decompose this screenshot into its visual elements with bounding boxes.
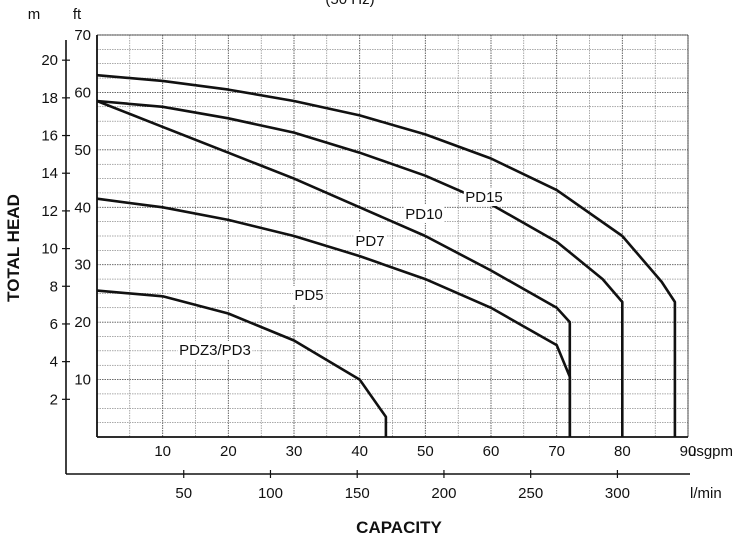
ft-tick-label: 20	[74, 314, 91, 331]
m-tick-label: 12	[41, 203, 58, 220]
usgpm-tick-label: 60	[483, 443, 500, 460]
usgpm-tick-label: 50	[417, 443, 434, 460]
curve-label-pd5: PD5	[294, 287, 323, 304]
unit-usgpm: usgpm	[688, 443, 733, 460]
usgpm-tick-label: 40	[351, 443, 368, 460]
curve-pd5	[96, 197, 572, 437]
curve-label-pd10: PD10	[405, 206, 443, 223]
curve-pd7	[96, 99, 572, 437]
curve-pd10	[96, 99, 624, 437]
curve-label-bg	[354, 232, 386, 250]
curve-labels: PD15 PD10 PD7 PD5 PDZ3/PD3	[177, 188, 505, 359]
curve-pdz3-pd3	[96, 289, 388, 437]
unit-lpm: l/min	[690, 485, 722, 502]
ft-tick-label: 10	[74, 372, 91, 389]
y-axis-title: TOTAL HEAD	[4, 194, 23, 302]
m-tick-label: 6	[50, 316, 58, 333]
lpm-tick-labels: 50 100 150 200 250 300	[175, 470, 630, 502]
curve-label-pd15: PD15	[465, 189, 503, 206]
unit-feet: ft	[73, 6, 82, 23]
curve-label-bg	[403, 205, 445, 223]
m-tick-label: 8	[50, 278, 58, 295]
usgpm-tick-label: 30	[286, 443, 303, 460]
curve-label-pd7: PD7	[355, 233, 384, 250]
lpm-tick-label: 100	[258, 485, 283, 502]
usgpm-tick-label: 70	[548, 443, 565, 460]
ft-tick-label: 70	[74, 27, 91, 44]
curve-label-pdz3-pd3: PDZ3/PD3	[179, 342, 251, 359]
ft-tick-label: 30	[74, 257, 91, 274]
lpm-tick-label: 250	[518, 485, 543, 502]
x-axis-title: CAPACITY	[356, 518, 442, 537]
ft-tick-label: 50	[74, 142, 91, 159]
unit-meters: m	[28, 6, 41, 23]
ft-tick-labels: 10 20 30 40 50 60 70	[74, 27, 91, 389]
grid	[97, 34, 689, 437]
m-tick-label: 10	[41, 241, 58, 258]
curve-pd15	[96, 73, 677, 437]
ft-tick-label: 40	[74, 199, 91, 216]
usgpm-tick-label: 90	[680, 443, 697, 460]
lpm-tick-label: 50	[175, 485, 192, 502]
m-tick-label: 18	[41, 90, 58, 107]
m-tick-label: 16	[41, 128, 58, 145]
title-fragment: (50 Hz)	[325, 0, 374, 8]
curve-label-bg	[177, 341, 253, 359]
m-tick-label: 2	[50, 391, 58, 408]
usgpm-tick-labels: 10 20 30 40 50 60 70 80 90	[154, 443, 696, 460]
usgpm-tick-label: 10	[154, 443, 171, 460]
lpm-tick-label: 150	[345, 485, 370, 502]
ft-tick-label: 60	[74, 84, 91, 101]
usgpm-tick-label: 80	[614, 443, 631, 460]
curve-label-bg	[463, 188, 505, 206]
m-tick-label: 20	[41, 52, 58, 69]
usgpm-tick-label: 20	[220, 443, 237, 460]
m-tick-labels: 2 4 6 8 10 12 14 16 18 20	[41, 52, 70, 408]
curve-label-bg	[293, 286, 325, 304]
m-tick-label: 14	[41, 165, 58, 182]
lpm-tick-label: 300	[605, 485, 630, 502]
m-tick-label: 4	[50, 354, 58, 371]
pump-curves	[96, 73, 677, 437]
lpm-tick-label: 200	[431, 485, 456, 502]
